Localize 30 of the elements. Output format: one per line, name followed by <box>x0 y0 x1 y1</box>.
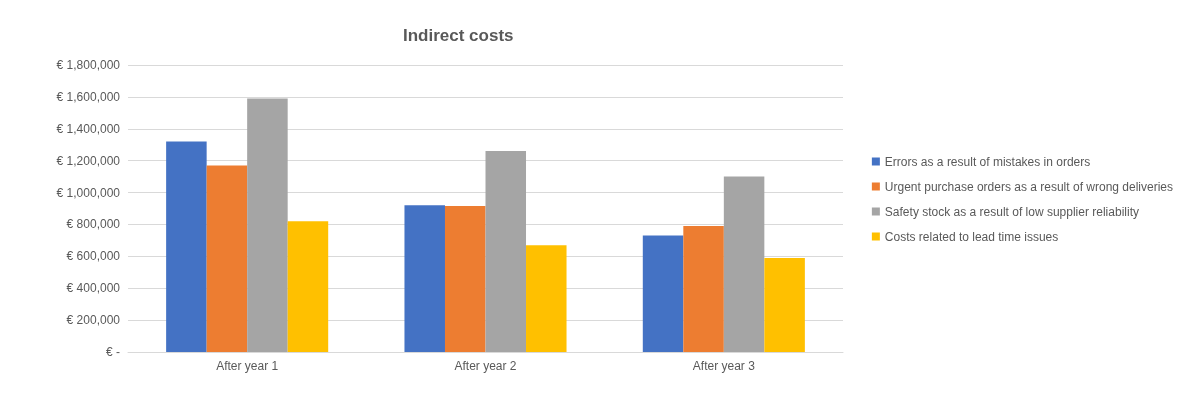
y-tick-label: € 1,200,000 <box>56 153 121 168</box>
y-tick-label: € 1,600,000 <box>56 89 121 104</box>
bar <box>526 245 567 352</box>
bar <box>444 206 486 352</box>
y-tick-label: € 1,800,000 <box>56 58 121 72</box>
x-tick-label: After year 3 <box>692 359 756 373</box>
x-tick-label: After year 2 <box>454 359 517 373</box>
y-tick-label: € 200,000 <box>66 313 121 328</box>
bar <box>642 235 684 352</box>
bar <box>683 226 724 352</box>
bar <box>247 98 288 352</box>
x-tick-label: After year 1 <box>216 359 279 373</box>
y-tick-label: € 1,000,000 <box>56 185 121 200</box>
bar <box>166 141 207 352</box>
chart-title: Indirect costs <box>403 26 514 45</box>
legend-label: Errors as a result of mistakes in orders <box>884 154 1091 169</box>
y-tick-label: € - <box>105 345 120 359</box>
bar <box>764 257 805 352</box>
y-tick-label: € 400,000 <box>66 281 121 296</box>
bar <box>485 151 527 352</box>
legend-label: Safety stock as a result of low supplier reliability <box>884 204 1139 219</box>
bar <box>206 165 248 352</box>
bar <box>404 205 445 352</box>
bar <box>287 221 329 352</box>
legend-label: Urgent purchase orders as a result of wrong deliveries <box>884 179 1173 194</box>
y-tick-label: € 1,400,000 <box>56 121 121 136</box>
legend-label: Costs related to lead time issues <box>884 229 1059 244</box>
y-tick-label: € 800,000 <box>66 217 121 232</box>
y-tick-label: € 600,000 <box>66 249 121 264</box>
bar <box>723 176 765 352</box>
